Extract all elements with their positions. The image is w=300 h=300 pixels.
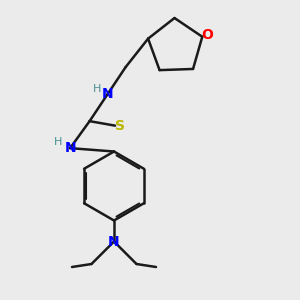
- Text: N: N: [64, 141, 76, 155]
- Text: N: N: [108, 235, 120, 248]
- Text: O: O: [202, 28, 214, 42]
- Text: N: N: [102, 87, 113, 101]
- Text: H: H: [93, 84, 101, 94]
- Text: H: H: [54, 137, 62, 147]
- Text: S: S: [115, 118, 124, 133]
